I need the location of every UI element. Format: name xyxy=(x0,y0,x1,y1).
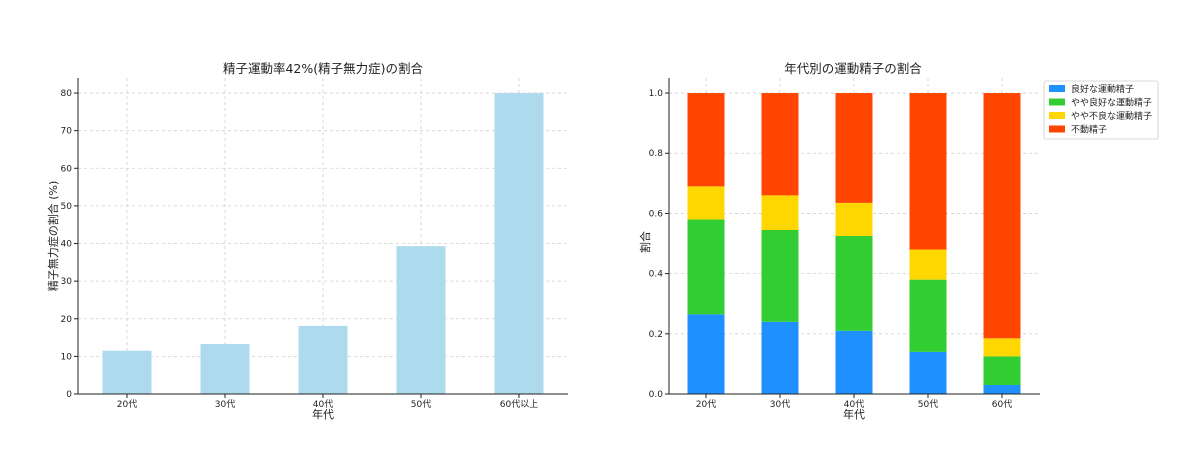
bar xyxy=(494,93,544,395)
chart-motile-sperm-ratio: 年代別の運動精子の割合 0.0 0.2 0.4 0.6 0.8 1.0 20代 30代 40代… xyxy=(638,61,1159,421)
y-tick-label: 70 xyxy=(61,127,73,137)
chart2-title: 年代別の運動精子の割合 xyxy=(784,61,922,76)
y-tick-label: 40 xyxy=(61,240,73,250)
chart1-x-label: 年代 xyxy=(312,407,334,421)
y-tick-label: 10 xyxy=(61,352,73,362)
y-tick-label: 0.8 xyxy=(649,149,664,159)
chart2-y-label: 割合 xyxy=(638,231,652,253)
legend-label: 良好な運動精子 xyxy=(1071,83,1134,95)
chart2-x-label: 年代 xyxy=(843,407,865,421)
stacked-bar-segment xyxy=(909,93,947,250)
legend-label: 不動精子 xyxy=(1071,124,1107,136)
chart2-y-ticks: 0.0 0.2 0.4 0.6 0.8 1.0 xyxy=(649,89,669,400)
y-tick-label: 20 xyxy=(61,315,73,325)
stacked-bar-segment xyxy=(983,384,1021,394)
x-tick-label: 20代 xyxy=(117,399,137,410)
stacked-bar-segment xyxy=(761,321,799,394)
stacked-bar-segment xyxy=(909,279,947,352)
y-tick-label: 30 xyxy=(61,277,73,287)
legend-swatch xyxy=(1049,98,1065,106)
chart2-x-ticks: 20代 30代 40代 50代 60代 xyxy=(696,394,1012,410)
x-tick-label: 40代 xyxy=(313,399,333,410)
chart1-x-ticks: 20代 30代 40代 50代 60代以上 xyxy=(117,394,538,410)
y-tick-label: 0.6 xyxy=(649,209,664,219)
y-tick-label: 80 xyxy=(61,89,73,99)
legend-swatch xyxy=(1049,85,1065,92)
stacked-bar-segment xyxy=(687,219,725,315)
chart1-bars xyxy=(102,93,544,395)
stacked-bar-segment xyxy=(761,195,799,230)
chart-percentage-asthenozoospermia: 精子運動率42%(精子無力症)の割合 0 10 20 30 40 50 60 70 80 20代… xyxy=(46,61,568,421)
x-tick-label: 20代 xyxy=(696,399,716,410)
x-tick-label: 50代 xyxy=(411,399,431,410)
stacked-bar-segment xyxy=(687,314,725,394)
x-tick-label: 60代 xyxy=(992,399,1012,410)
bar xyxy=(396,246,446,394)
y-tick-label: 60 xyxy=(61,164,73,174)
legend-frame xyxy=(1043,80,1159,140)
x-tick-label: 40代 xyxy=(844,399,864,410)
legend-swatch xyxy=(1049,125,1065,133)
chart1-y-ticks: 0 10 20 30 40 50 60 70 80 xyxy=(61,89,78,400)
bar xyxy=(102,350,152,394)
stacked-bar-segment xyxy=(983,338,1021,357)
chart1-y-label: 精子無力症の割合 (%) xyxy=(46,181,60,292)
stacked-bar-segment xyxy=(761,93,799,196)
legend-swatch xyxy=(1049,112,1065,119)
x-tick-label: 30代 xyxy=(215,399,235,410)
stacked-bar-segment xyxy=(835,202,873,236)
stacked-bar-segment xyxy=(835,236,873,331)
chart2-stacked-bars xyxy=(687,93,1021,394)
y-tick-label: 0.0 xyxy=(649,390,664,400)
y-tick-label: 50 xyxy=(61,202,73,212)
stacked-bar-segment xyxy=(761,229,799,322)
bar xyxy=(200,343,250,394)
y-tick-label: 1.0 xyxy=(649,89,664,99)
bar xyxy=(298,325,348,394)
x-tick-label: 30代 xyxy=(770,399,790,410)
stacked-bar-segment xyxy=(835,93,873,203)
y-tick-label: 0.2 xyxy=(649,330,663,340)
x-tick-label: 50代 xyxy=(918,399,938,410)
stacked-bar-segment xyxy=(687,186,725,220)
legend-label: やや不良な運動精子 xyxy=(1071,110,1152,122)
stacked-bar-segment xyxy=(687,93,725,187)
x-tick-label: 60代以上 xyxy=(500,399,538,410)
chart1-title: 精子運動率42%(精子無力症)の割合 xyxy=(223,61,424,76)
stacked-bar-segment xyxy=(909,249,947,280)
y-tick-label: 0.4 xyxy=(649,270,664,280)
y-tick-label: 0 xyxy=(66,390,72,400)
stacked-bar-segment xyxy=(909,351,947,394)
legend-label: やや良好な運動精子 xyxy=(1071,97,1152,109)
stacked-bar-segment xyxy=(983,93,1021,339)
stacked-bar-segment xyxy=(835,330,873,394)
stacked-bar-segment xyxy=(983,356,1021,385)
